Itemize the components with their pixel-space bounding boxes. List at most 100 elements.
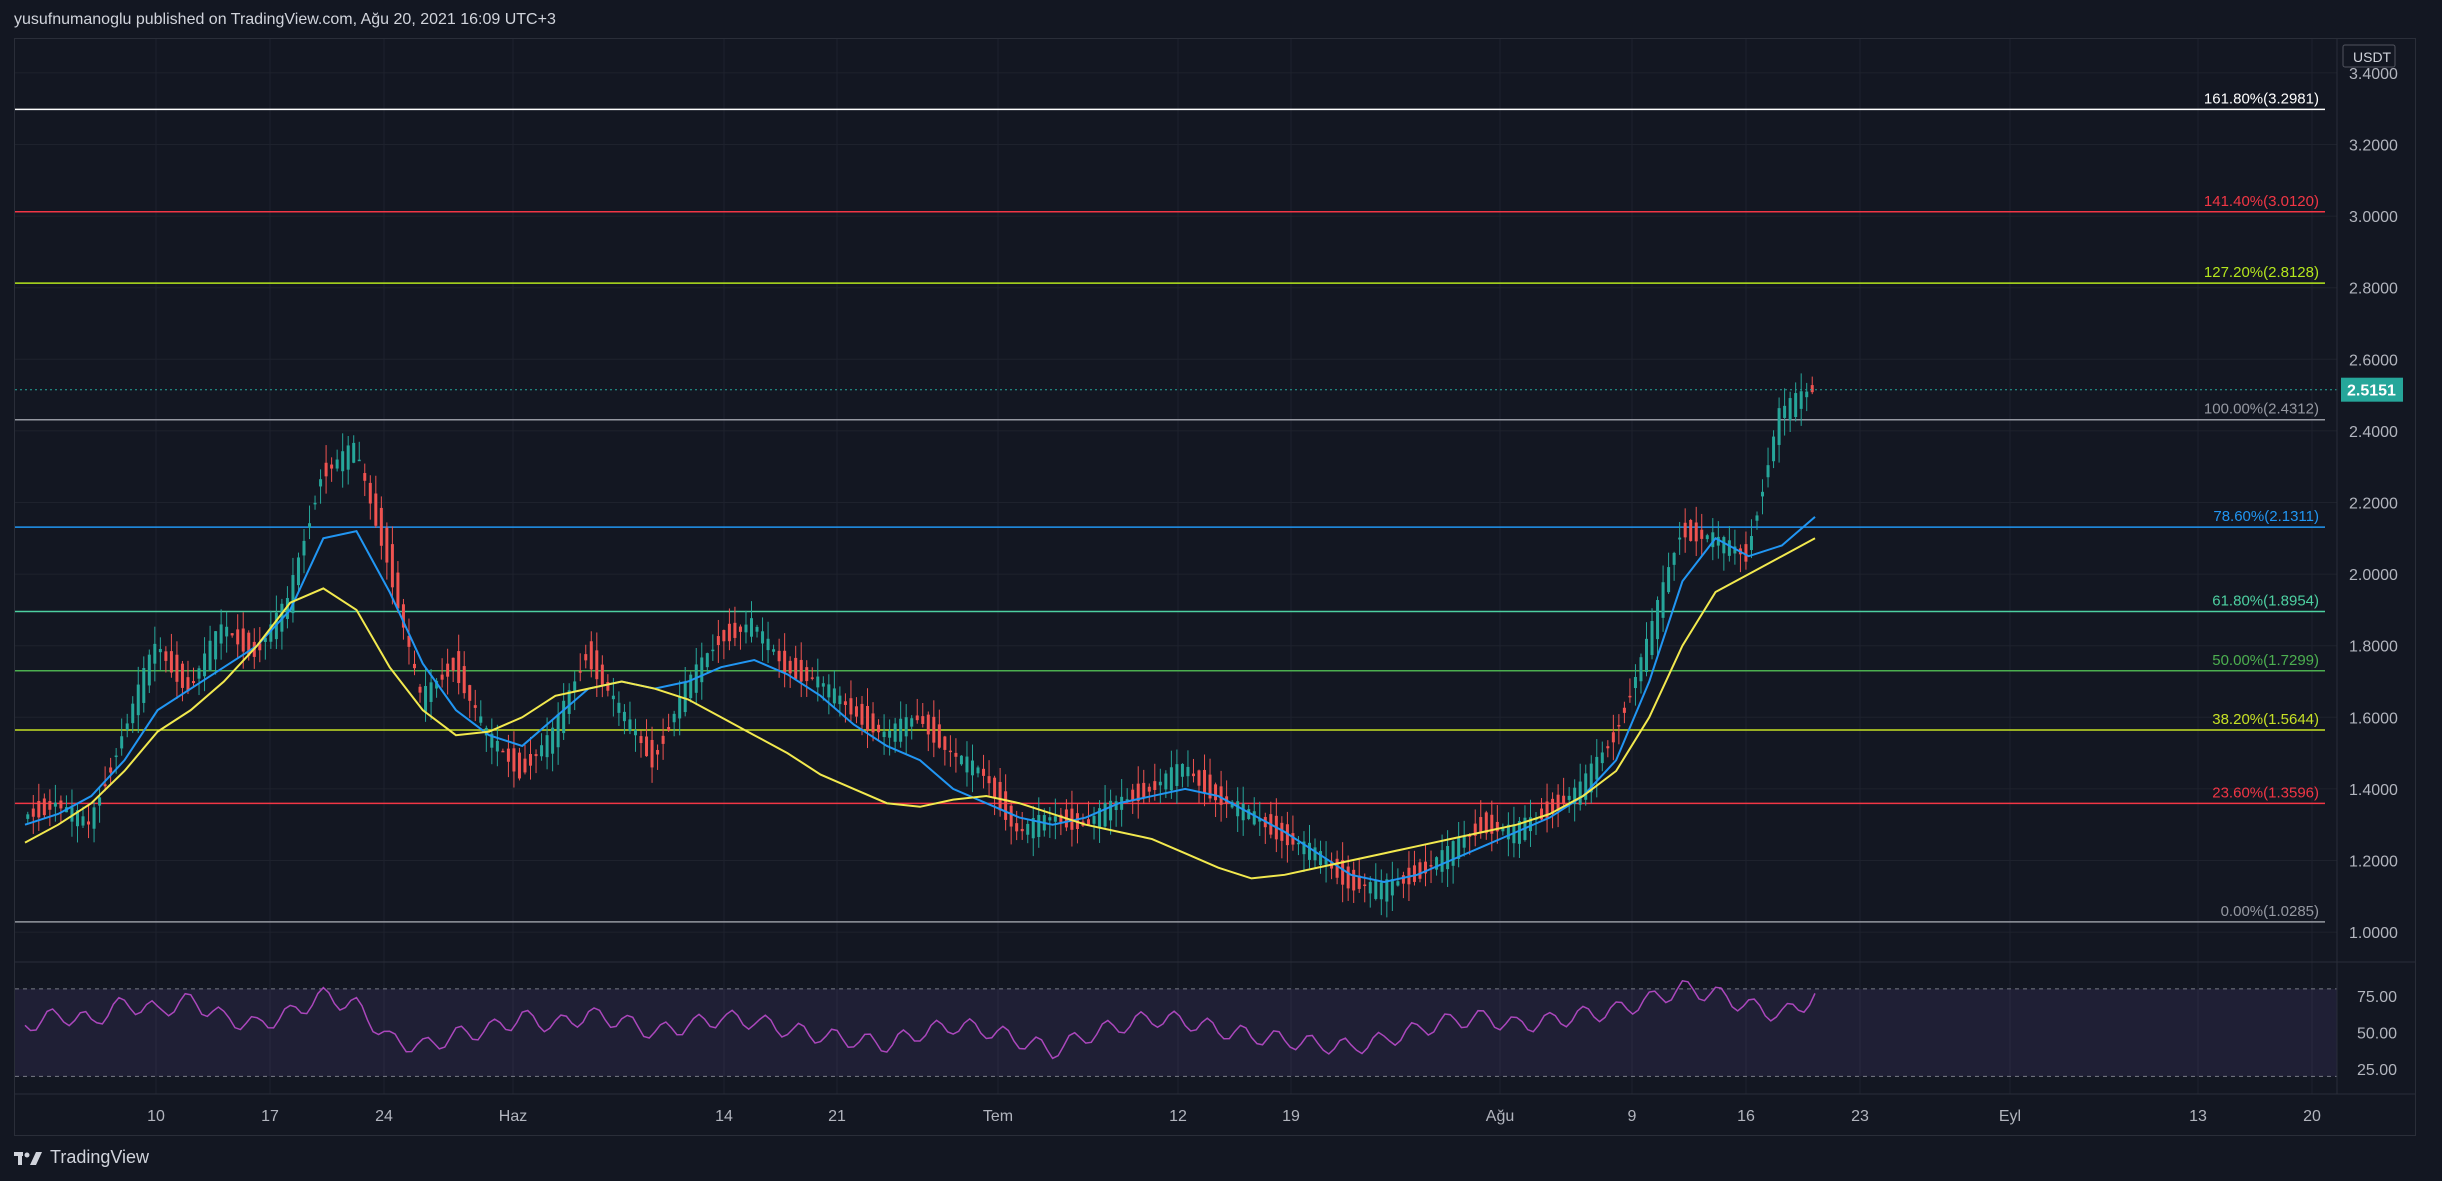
candle-body: [147, 654, 151, 686]
candle-body: [1219, 786, 1223, 805]
tradingview-logo-icon: [14, 1151, 42, 1165]
candle-body: [1363, 884, 1367, 887]
candle-body: [595, 650, 599, 680]
candle-body: [937, 724, 941, 748]
candle-body: [970, 760, 974, 776]
candle-body: [1479, 817, 1483, 833]
candle-body: [263, 637, 267, 642]
candle-body: [589, 641, 593, 670]
candle-body: [1473, 823, 1477, 836]
candle-body: [584, 654, 588, 661]
candle-body: [1727, 540, 1731, 556]
candle-body: [683, 681, 687, 713]
ma-slow-line[interactable]: [24, 537, 1816, 880]
candle-body: [169, 651, 173, 673]
price-tick-label: 2.8000: [2349, 281, 2398, 298]
candle-body: [374, 493, 378, 526]
candle-body: [1617, 725, 1621, 727]
fib-level-label: 38.20%(1.5644): [2212, 711, 2319, 728]
candle-body: [893, 723, 897, 742]
candle-body: [1661, 582, 1665, 618]
candle-body: [1131, 789, 1135, 802]
candle-body: [368, 482, 372, 504]
candle-body: [1396, 881, 1400, 886]
candle-body: [457, 651, 461, 684]
candle-body: [495, 740, 499, 752]
candle-body: [1214, 784, 1218, 801]
candle-body: [192, 681, 196, 684]
candle-body: [1197, 770, 1201, 786]
candle-body: [1733, 546, 1737, 554]
time-tick-label: 20: [2303, 1108, 2321, 1125]
price-tick-label: 2.2000: [2349, 496, 2398, 513]
candle-body: [1805, 391, 1809, 398]
candle-body: [53, 802, 57, 807]
candle-body: [567, 690, 571, 714]
time-tick-label: 10: [147, 1108, 165, 1125]
candle-body: [910, 718, 914, 727]
tradingview-logo[interactable]: TradingView: [14, 1147, 149, 1168]
candle-body: [1495, 821, 1499, 832]
candle-body: [1573, 787, 1577, 805]
header-bar: yusufnumanoglu published on TradingView.…: [0, 0, 2442, 38]
rsi-line[interactable]: [24, 979, 1816, 1060]
candle-body: [346, 445, 350, 470]
candle-body: [1446, 846, 1450, 870]
candle-body: [1053, 816, 1057, 822]
fib-level-label: 100.00%(2.4312): [2204, 401, 2319, 418]
candle-body: [667, 727, 671, 731]
candle-body: [153, 643, 157, 664]
candle-body: [319, 479, 323, 487]
candle-body: [48, 801, 52, 810]
price-tick-label: 2.4000: [2349, 424, 2398, 441]
candle-body: [755, 626, 759, 632]
candle-body: [247, 632, 251, 656]
candle-body: [214, 631, 218, 660]
candle-body: [1683, 522, 1687, 538]
candle-body: [882, 731, 886, 738]
candle-body: [761, 631, 765, 644]
time-tick-label: Tem: [983, 1108, 1013, 1125]
candle-body: [357, 459, 361, 462]
candle-body: [1711, 532, 1715, 548]
candle-body: [1694, 522, 1698, 542]
candle-body: [1169, 767, 1173, 791]
candle-body: [622, 711, 626, 722]
fib-level-label: 161.80%(3.2981): [2204, 90, 2319, 107]
candle-body: [965, 756, 969, 773]
candle-body: [705, 653, 709, 668]
candle-body: [645, 736, 649, 757]
candle-body: [1705, 535, 1709, 540]
candle-body: [1429, 865, 1433, 867]
candle-body: [230, 633, 234, 636]
candle-body: [1584, 773, 1588, 800]
published-info: yusufnumanoglu published on TradingView.…: [14, 11, 556, 28]
chart-svg[interactable]: 161.80%(3.2981) 141.40%(3.0120) 127.20%(2.…: [15, 39, 2415, 1135]
candle-body: [1545, 801, 1549, 818]
candle-body: [379, 507, 383, 546]
currency-badge[interactable]: [2342, 44, 2396, 68]
candle-body: [1435, 857, 1439, 870]
time-tick-label: 16: [1737, 1108, 1755, 1125]
candle-body: [1136, 783, 1140, 802]
candle-body: [31, 808, 35, 817]
price-tick-label: 1.0000: [2349, 925, 2398, 942]
candle-body: [562, 700, 566, 734]
candle-body: [1567, 795, 1571, 800]
fib-level-label: 23.60%(1.3596): [2212, 784, 2319, 801]
candle-body: [131, 703, 135, 724]
candle-body: [142, 668, 146, 703]
candle-body: [517, 752, 521, 779]
fib-level-label: 141.40%(3.0120): [2204, 193, 2319, 210]
candle-body: [1015, 823, 1019, 832]
candle-body: [573, 681, 577, 693]
candle-body: [203, 653, 207, 677]
chart-area[interactable]: 161.80%(3.2981) 141.40%(3.0120) 127.20%(2.…: [14, 38, 2416, 1136]
candle-body: [976, 767, 980, 774]
candle-body: [1600, 752, 1604, 764]
candle-body: [805, 667, 809, 682]
candle-body: [766, 638, 770, 651]
candle-body: [871, 713, 875, 733]
candle-body: [656, 749, 660, 755]
ma-fast-line[interactable]: [24, 516, 1816, 884]
